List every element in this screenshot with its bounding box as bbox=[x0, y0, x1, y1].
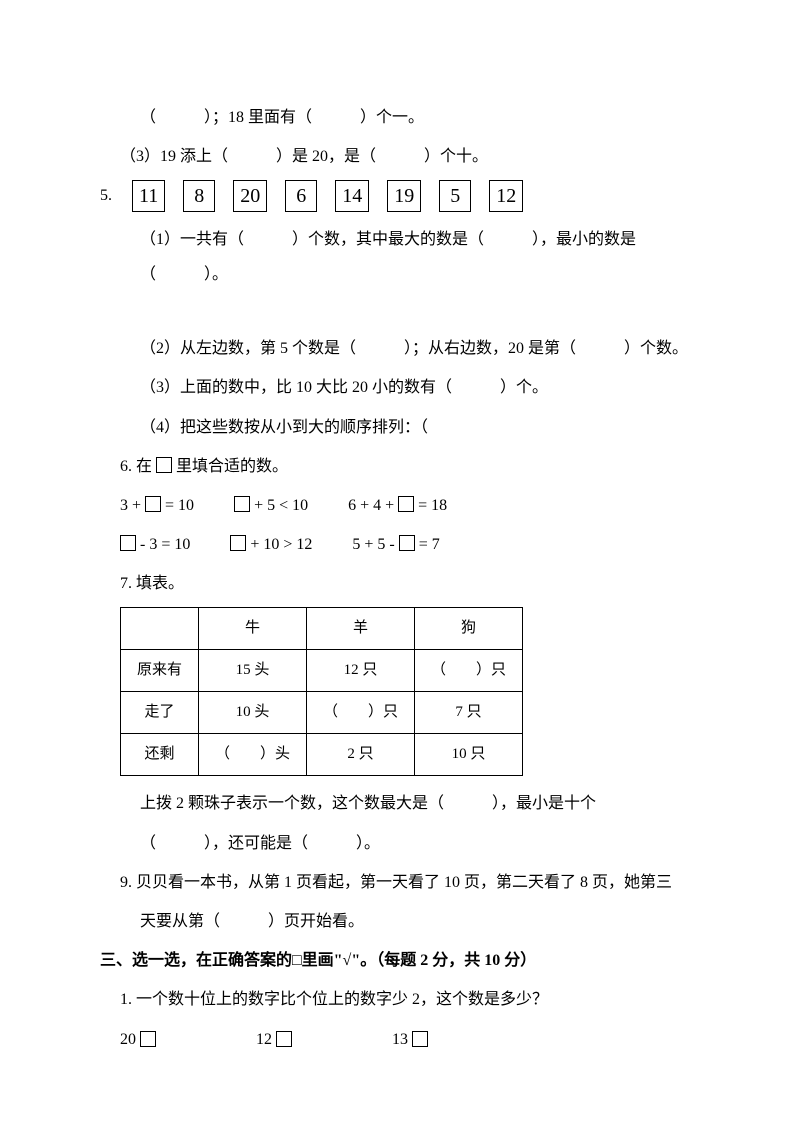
th-0 bbox=[121, 608, 199, 650]
table-row: 走了 10 头 （ ）只 7 只 bbox=[121, 692, 523, 734]
choice-1: 12 bbox=[256, 1022, 292, 1057]
cell: （ ）头 bbox=[199, 734, 307, 776]
table-row: 原来有 15 头 12 只 （ ）只 bbox=[121, 650, 523, 692]
cell: 7 只 bbox=[415, 692, 523, 734]
eq4a: - 3 = 10 bbox=[140, 536, 190, 553]
q6-title-b: 里填合适的数。 bbox=[176, 458, 288, 475]
eq6a: 5 + 5 - bbox=[352, 536, 394, 553]
q8-line2: （ ），还可能是（ ）。 bbox=[100, 826, 693, 861]
choice-row: 20 12 13 bbox=[100, 1022, 693, 1057]
choice-box-icon[interactable] bbox=[276, 1031, 292, 1047]
cell: 还剩 bbox=[121, 734, 199, 776]
eq1: 3 + = 10 bbox=[120, 488, 194, 523]
cell: 2 只 bbox=[307, 734, 415, 776]
q4-line1: （ ）；18 里面有（ ）个一。 bbox=[100, 100, 693, 135]
eq1a: 3 + bbox=[120, 497, 141, 514]
q6-title-row: 6. 在 里填合适的数。 bbox=[100, 449, 693, 484]
table-row: 还剩 （ ）头 2 只 10 只 bbox=[121, 734, 523, 776]
th-3: 狗 bbox=[415, 608, 523, 650]
q7-title: 7. 填表。 bbox=[100, 566, 693, 601]
number-boxes-container: 11 8 20 6 14 19 5 12 bbox=[132, 180, 523, 212]
blank-box-icon bbox=[145, 496, 161, 512]
q8-line1: 上拨 2 颗珠子表示一个数，这个数最大是（ ），最小是十个 bbox=[100, 786, 693, 821]
eq6b: = 7 bbox=[419, 536, 440, 553]
eq3a: 6 + 4 + bbox=[348, 497, 394, 514]
blank-box-icon bbox=[398, 496, 414, 512]
eq4: - 3 = 10 bbox=[120, 527, 190, 562]
equations-row-1: 3 + = 10 + 5 < 10 6 + 4 + = 18 bbox=[100, 488, 693, 523]
q4-line2: （3）19 添上（ ）是 20，是（ ）个十。 bbox=[100, 139, 693, 174]
eq5: + 10 > 12 bbox=[230, 527, 312, 562]
num-box-4: 14 bbox=[335, 180, 369, 212]
eq5a: + 10 > 12 bbox=[250, 536, 312, 553]
blank-box-icon bbox=[399, 535, 415, 551]
eq3b: = 18 bbox=[418, 497, 447, 514]
s3-q1: 1. 一个数十位上的数字比个位上的数字少 2，这个数是多少？ bbox=[100, 982, 693, 1017]
choice-2: 13 bbox=[392, 1022, 428, 1057]
q5-sub3: （3）上面的数中，比 10 大比 20 小的数有（ ）个。 bbox=[100, 370, 693, 405]
cell: 走了 bbox=[121, 692, 199, 734]
q9-line2: 天要从第（ ）页开始看。 bbox=[100, 904, 693, 939]
num-box-1: 8 bbox=[183, 180, 215, 212]
cell: （ ）只 bbox=[307, 692, 415, 734]
num-box-6: 5 bbox=[439, 180, 471, 212]
eq1b: = 10 bbox=[165, 497, 194, 514]
equations-row-2: - 3 = 10 + 10 > 12 5 + 5 - = 7 bbox=[100, 527, 693, 562]
table-header-row: 牛 羊 狗 bbox=[121, 608, 523, 650]
blank-box-icon bbox=[230, 535, 246, 551]
cell: （ ）只 bbox=[415, 650, 523, 692]
choice-label-0: 20 bbox=[120, 1022, 136, 1057]
choice-label-1: 12 bbox=[256, 1022, 272, 1057]
blank-box-icon bbox=[120, 535, 136, 551]
q6-title-a: 6. 在 bbox=[120, 458, 152, 475]
q5-row: 5. 11 8 20 6 14 19 5 12 bbox=[100, 178, 693, 213]
eq6: 5 + 5 - = 7 bbox=[352, 527, 439, 562]
cell: 15 头 bbox=[199, 650, 307, 692]
th-2: 羊 bbox=[307, 608, 415, 650]
choice-0: 20 bbox=[120, 1022, 156, 1057]
blank-box-icon bbox=[234, 496, 250, 512]
cell: 10 头 bbox=[199, 692, 307, 734]
q5-sub1: （1）一共有（ ）个数，其中最大的数是（ ），最小的数是（ ）。 bbox=[100, 222, 693, 292]
q9-line1: 9. 贝贝看一本书，从第 1 页看起，第一天看了 10 页，第二天看了 8 页，… bbox=[100, 865, 693, 900]
num-box-7: 12 bbox=[489, 180, 523, 212]
q5-sub2: （2）从左边数，第 5 个数是（ ）；从右边数，20 是第（ ）个数。 bbox=[100, 331, 693, 366]
blank-box-icon bbox=[156, 457, 172, 473]
choice-box-icon[interactable] bbox=[140, 1031, 156, 1047]
section-3-title: 三、选一选，在正确答案的□里画"√"。（每题 2 分，共 10 分） bbox=[100, 943, 693, 978]
animals-table: 牛 羊 狗 原来有 15 头 12 只 （ ）只 走了 10 头 （ ）只 7 … bbox=[120, 607, 523, 776]
num-box-0: 11 bbox=[132, 180, 165, 212]
num-box-2: 20 bbox=[233, 180, 267, 212]
num-box-3: 6 bbox=[285, 180, 317, 212]
th-1: 牛 bbox=[199, 608, 307, 650]
eq2a: + 5 < 10 bbox=[254, 497, 308, 514]
q5-sub4: （4）把这些数按从小到大的顺序排列：（ bbox=[100, 410, 693, 445]
num-box-5: 19 bbox=[387, 180, 421, 212]
eq2: + 5 < 10 bbox=[234, 488, 308, 523]
cell: 10 只 bbox=[415, 734, 523, 776]
cell: 原来有 bbox=[121, 650, 199, 692]
q5-label: 5. bbox=[100, 178, 112, 213]
choice-label-2: 13 bbox=[392, 1022, 408, 1057]
cell: 12 只 bbox=[307, 650, 415, 692]
choice-box-icon[interactable] bbox=[412, 1031, 428, 1047]
eq3: 6 + 4 + = 18 bbox=[348, 488, 447, 523]
